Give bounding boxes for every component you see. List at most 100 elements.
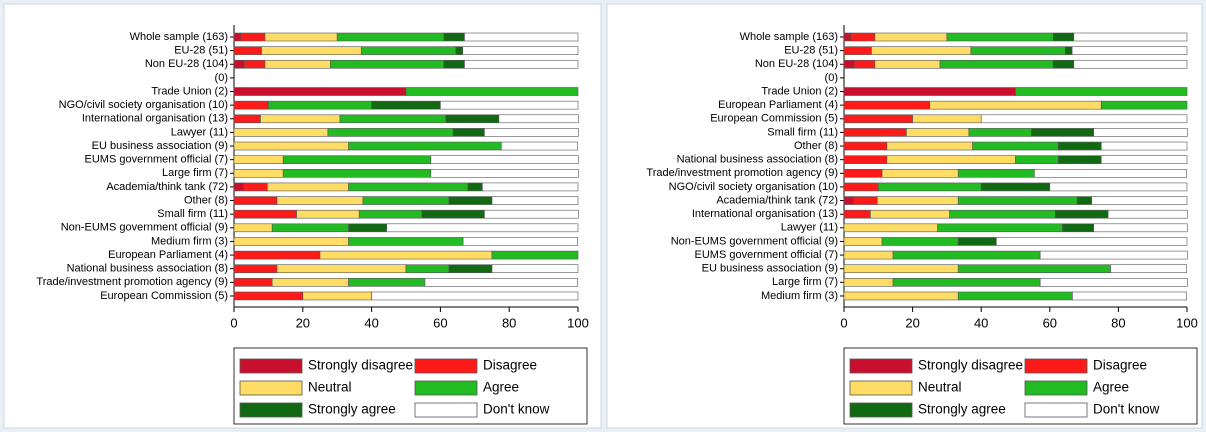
bar-segment	[1058, 155, 1102, 164]
bar-segment	[929, 100, 1102, 110]
bar-segment	[1015, 155, 1059, 164]
bar-segment	[371, 100, 441, 110]
legend-label: Don't know	[1093, 402, 1160, 417]
bar-segment	[1030, 128, 1095, 137]
bar-segment	[1052, 32, 1075, 42]
bar-segment	[462, 237, 578, 246]
bar-segment	[371, 291, 579, 301]
bar-segment	[995, 237, 1188, 246]
bar-segment	[498, 114, 579, 124]
bar-segment	[339, 114, 447, 124]
bar-segment	[1091, 196, 1188, 205]
bar-segment	[1052, 59, 1075, 69]
bar-segment	[233, 128, 329, 137]
bar-segment	[233, 223, 273, 233]
x-tick-label: 0	[840, 315, 847, 330]
bar-segment	[1093, 128, 1188, 137]
bar-segment	[1071, 46, 1188, 55]
legend-swatch	[1024, 402, 1088, 418]
category-label: National business association (8)	[677, 154, 838, 166]
bar-segment	[484, 209, 579, 219]
bar-segment	[843, 128, 907, 137]
bar-segment	[892, 278, 1041, 287]
category-label: EU business association (9)	[702, 263, 838, 275]
bar-segment	[386, 223, 579, 233]
bar-segment	[362, 196, 450, 205]
bar-segment	[440, 100, 579, 110]
bar-segment	[980, 182, 1051, 192]
legend-swatch	[414, 402, 478, 418]
category-label: Non-EUMS government official (9)	[61, 222, 228, 234]
bar-segment	[348, 182, 469, 192]
bar-segment	[1073, 59, 1188, 69]
bar-segment	[886, 155, 1016, 164]
category-label: NGO/civil society organisation (10)	[669, 181, 838, 193]
bar-segment	[843, 141, 888, 151]
legend-label: Neutral	[918, 380, 962, 395]
bar-segment	[1064, 46, 1073, 55]
bar-segment	[491, 250, 579, 260]
bar-segment	[972, 141, 1059, 151]
bar-segment	[1107, 209, 1188, 219]
bar-segment	[233, 250, 321, 260]
bar-segment	[267, 182, 349, 192]
bar-segment	[843, 87, 1016, 96]
bar-segment	[853, 59, 876, 69]
bar-segment	[261, 46, 362, 55]
bar-segment	[421, 209, 485, 219]
bar-segment	[968, 128, 1032, 137]
bar-segment	[491, 264, 579, 274]
bar-segment	[276, 196, 364, 205]
bar-segment	[1100, 100, 1188, 110]
category-label: Academia/think tank (72)	[106, 181, 228, 193]
legend-swatch	[414, 358, 478, 374]
bar-segment	[1100, 141, 1188, 151]
category-label: Whole sample (163)	[130, 31, 228, 43]
legend-swatch	[1024, 358, 1088, 374]
category-label: Large firm (7)	[772, 276, 838, 288]
legend-swatch	[239, 358, 303, 374]
category-label: Medium firm (3)	[761, 290, 838, 302]
category-label: Trade Union (2)	[761, 85, 838, 97]
bar-segment	[271, 223, 349, 233]
bar-segment	[424, 278, 578, 287]
category-label: EUMS government official (7)	[85, 154, 228, 166]
legend-swatch	[849, 358, 913, 374]
bar-segment	[233, 237, 349, 246]
bar-segment	[1093, 223, 1188, 233]
bar-segment	[233, 87, 407, 96]
bar-segment	[843, 223, 938, 233]
bar-segment	[405, 264, 450, 274]
legend-label: Disagree	[483, 358, 537, 373]
legend-label: Disagree	[1093, 358, 1147, 373]
legend-label: Strongly disagree	[918, 358, 1023, 373]
legend-swatch	[414, 380, 478, 396]
bar-segment	[881, 169, 959, 178]
bar-segment	[233, 182, 244, 192]
bar-segment	[843, 209, 871, 219]
bar-segment	[233, 169, 284, 178]
legend-label: Don't know	[483, 402, 550, 417]
bar-segment	[970, 46, 1066, 55]
bar-segment	[1054, 209, 1109, 219]
bar-segment	[467, 182, 483, 192]
bar-segment	[843, 114, 913, 124]
category-label: EU-28 (51)	[784, 45, 838, 57]
category-label: Non-EUMS government official (9)	[671, 235, 838, 247]
bar-segment	[455, 46, 464, 55]
bar-segment	[881, 237, 959, 246]
bar-segment	[843, 46, 872, 55]
bar-segment	[448, 196, 493, 205]
category-label: Non EU-28 (104)	[755, 58, 838, 70]
bar-segment	[233, 59, 245, 69]
bar-segment	[233, 155, 284, 164]
bar-segment	[937, 223, 1063, 233]
x-tick-label: 20	[905, 315, 919, 330]
bar-segment	[464, 59, 579, 69]
bar-segment	[430, 155, 579, 164]
category-label: Lawyer (11)	[171, 126, 228, 138]
category-label: Lawyer (11)	[781, 222, 838, 234]
bar-segment	[302, 291, 372, 301]
bar-segment	[892, 250, 1041, 260]
category-label: Large firm (7)	[162, 167, 228, 179]
